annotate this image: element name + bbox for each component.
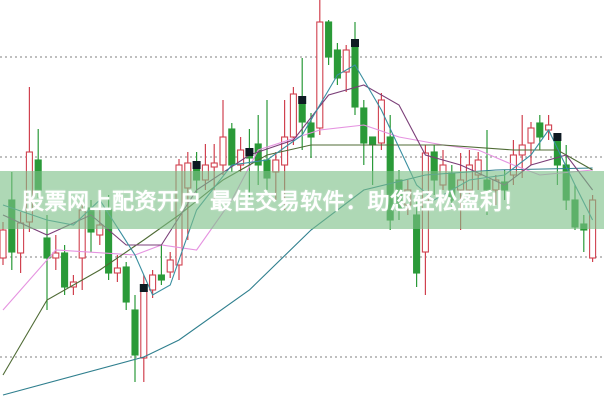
candle-down: [351, 42, 359, 108]
moving-average-line: [2, 144, 593, 376]
candle-up: [140, 287, 148, 359]
signal-marker-icon: [298, 96, 307, 104]
signal-marker-icon: [553, 133, 562, 141]
candle-down: [307, 122, 315, 138]
candle-up: [210, 162, 218, 168]
candle-up: [0, 229, 7, 259]
candle-down: [43, 237, 51, 259]
signal-marker-icon: [245, 148, 254, 156]
candle-down: [157, 274, 165, 281]
candle-up: [527, 127, 535, 144]
banner-text[interactable]: 股票网上配资开户 最佳交易软件：助您轻松盈利！: [22, 190, 526, 215]
candle-down: [254, 143, 262, 166]
candle-up: [219, 136, 227, 166]
candle-up: [149, 274, 157, 291]
candle-down: [536, 122, 544, 138]
candle-up: [316, 21, 324, 129]
ad-banner[interactable]: [0, 171, 604, 229]
candle-down: [325, 21, 333, 58]
candle-down: [131, 309, 139, 356]
candle-up: [166, 259, 174, 273]
moving-average-line: [2, 124, 593, 311]
candle-up: [289, 93, 297, 138]
candle-down: [228, 128, 236, 166]
candle-down: [61, 252, 69, 288]
candle-up: [113, 267, 121, 274]
candle-up: [377, 99, 385, 144]
candle-up: [342, 49, 350, 73]
candle-up: [237, 149, 245, 166]
signal-marker-icon: [351, 39, 359, 47]
candle-down: [122, 266, 130, 303]
signal-marker-icon: [192, 161, 201, 169]
candle-down: [333, 49, 341, 79]
candle-up: [52, 252, 60, 259]
signal-marker-icon: [139, 284, 148, 292]
candle-down: [369, 136, 377, 146]
